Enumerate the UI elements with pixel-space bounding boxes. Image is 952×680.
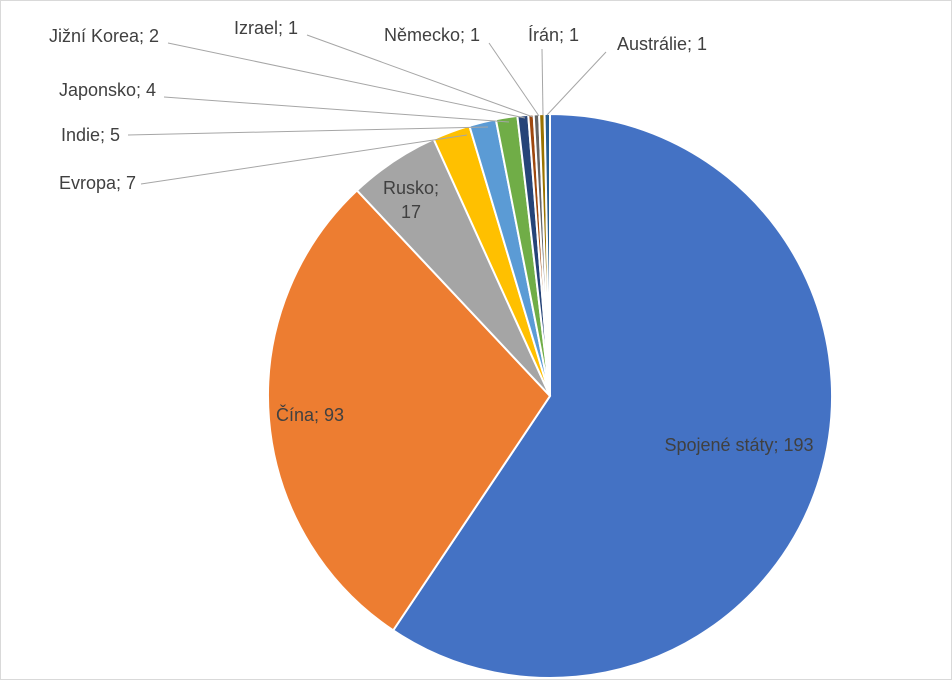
pie-slices (267, 112, 833, 679)
leader-line-izrael (306, 34, 534, 118)
pie-slice-spojene-staty (391, 112, 833, 679)
data-label-rusko: Rusko; 17 (383, 178, 439, 222)
data-labels: Spojené státy; 193 Čína; 93 Rusko; 17 Evropa… (49, 18, 814, 455)
leader-line-evropa (140, 134, 468, 185)
data-label-indie: Indie; 5 (61, 125, 120, 145)
leader-line-australie (546, 51, 607, 116)
data-label-australie: Austrálie; 1 (617, 34, 707, 54)
data-label-iran: Írán; 1 (528, 25, 579, 45)
leader-line-jizni-korea (167, 42, 526, 119)
leader-line-iran (541, 48, 544, 116)
leader-lines (127, 34, 607, 185)
leader-line-indie (127, 126, 489, 136)
data-label-cina: Čína; 93 (276, 404, 344, 425)
data-label-evropa: Evropa; 7 (59, 173, 136, 193)
data-label-izrael: Izrael; 1 (234, 18, 298, 38)
leader-line-japonsko (163, 96, 510, 123)
data-label-japonsko: Japonsko; 4 (59, 80, 156, 100)
data-label-jizni-korea: Jižní Korea; 2 (49, 26, 159, 46)
data-label-spojene-staty: Spojené státy; 193 (664, 435, 813, 455)
leader-line-nemecko (488, 42, 540, 117)
pie-slice-cina (267, 189, 552, 632)
data-label-nemecko: Německo; 1 (384, 25, 480, 45)
